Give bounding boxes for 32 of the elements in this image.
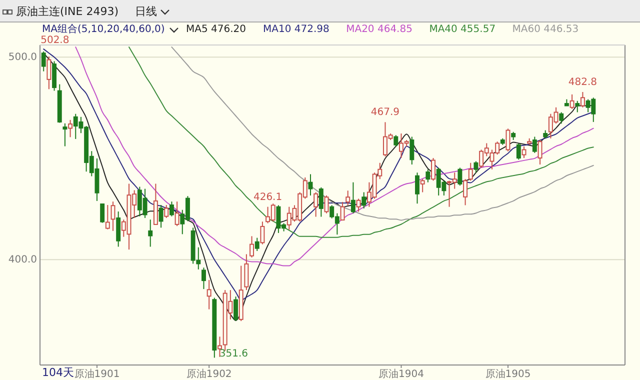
x-tick-label: 原油1905 [485,368,531,380]
candlestick [314,192,318,218]
x-tick-label: 原油1904 [378,368,424,380]
annotation: 502.8 [40,35,70,46]
candlestick [340,201,345,220]
candlestick [415,172,420,204]
text: MA40 455.57 [429,24,496,35]
annotation: 482.8 [568,76,598,88]
chart-subtitle: 日线 [135,5,157,18]
text: MA60 446.53 [512,24,579,35]
annotation: 351.6 [219,348,248,360]
text: MA5 476.20 [186,24,246,35]
candlestick [350,182,356,214]
candlestick [410,136,414,165]
candlestick [148,219,153,248]
annotation: 467.9 [370,107,400,118]
y-tick-label: 500.0 [8,52,37,64]
candlestick [52,60,57,92]
legend-title: MA组合(5,10,20,40,60,0) [42,23,165,35]
annotation: 426.1 [253,192,282,203]
candlestick [206,279,212,310]
chart-title: 原油主连(INE 2493) [16,5,118,18]
x-tick-label: 原油1901 [74,368,120,380]
y-tick-label: 400.0 [8,254,37,266]
text: MA20 464.85 [346,24,412,35]
candlestick [153,183,158,225]
candlestick [362,192,366,209]
x-tick-label: 原油1902 [186,368,232,380]
candlestick [46,56,52,90]
text: 104天 [42,366,74,379]
candlestick [260,221,265,245]
text: MA10 472.98 [263,24,330,35]
